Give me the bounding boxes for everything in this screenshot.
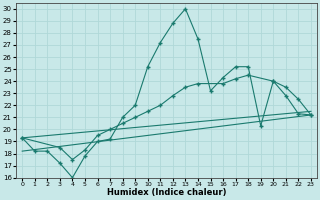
X-axis label: Humidex (Indice chaleur): Humidex (Indice chaleur) (107, 188, 226, 197)
